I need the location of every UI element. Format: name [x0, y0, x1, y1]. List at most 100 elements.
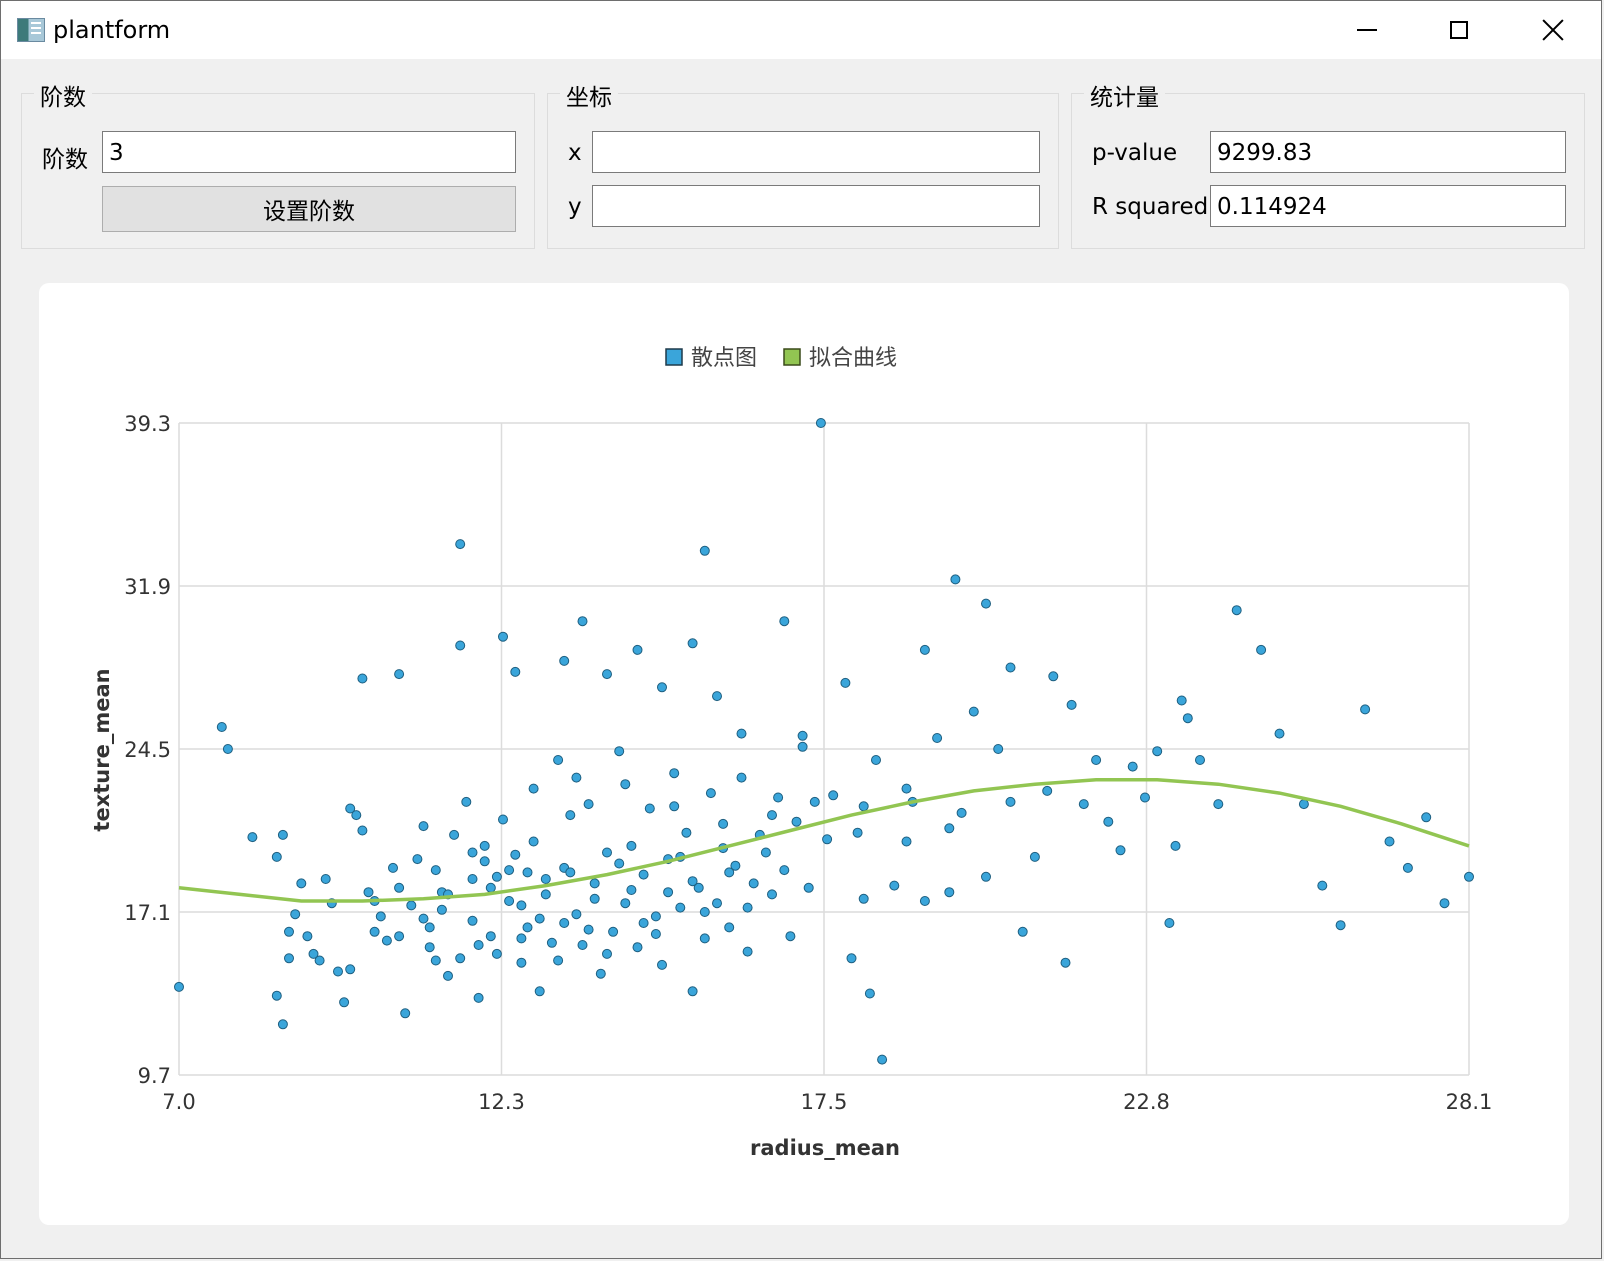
scatter-point [1164, 918, 1175, 928]
scatter-point [950, 574, 961, 585]
scatter-point [687, 638, 698, 649]
minimize-button[interactable] [1321, 1, 1413, 59]
scatter-point [760, 847, 771, 858]
scatter-point [852, 827, 863, 838]
x-tick-label: 28.1 [1446, 1090, 1493, 1114]
scatter-point [650, 929, 661, 939]
x-tick-label: 12.3 [478, 1090, 525, 1114]
scatter-point [773, 792, 784, 803]
y-tick-label: 31.9 [124, 575, 171, 599]
axis-ticks: 7.0 12.3 17.5 22.8 28.1 39.3 31.9 24.5 17.1 9.7 [124, 412, 1492, 1114]
scatter-point [363, 887, 374, 898]
scatter-point [400, 1008, 411, 1019]
scatter-point [284, 926, 294, 937]
scatter-point [650, 911, 661, 922]
scatter-point [485, 931, 496, 942]
scatter-point [1360, 704, 1371, 715]
scatter-point [498, 631, 508, 642]
scatter-point [571, 772, 582, 783]
scatter-point [522, 867, 533, 878]
scatter-point [534, 913, 545, 924]
scatter-point [767, 889, 777, 900]
scatter-point [247, 832, 258, 843]
scatter-point [424, 922, 435, 933]
legend-swatch-scatter [665, 348, 683, 366]
order-group: 阶数 阶数 3 设置阶数 [21, 78, 535, 249]
scatter-point [1127, 761, 1138, 772]
scatter-point [357, 673, 368, 684]
maximize-icon [1450, 21, 1468, 39]
scatter-point [797, 730, 808, 741]
scatter-point [583, 799, 594, 810]
scatter-point [467, 847, 478, 858]
scatter-point [919, 644, 930, 655]
scatter-point [1439, 898, 1450, 909]
y-input[interactable] [592, 185, 1040, 227]
scatter-point [1317, 880, 1328, 891]
scatter-point [932, 733, 943, 743]
scatter-point [320, 874, 331, 884]
scatter-point [1115, 845, 1126, 856]
scatter-chart[interactable]: 散点图 拟合曲线 7.0 12.3 17.5 22.8 28.1 39.3 31.9 24.5… [39, 283, 1569, 1225]
order-input[interactable]: 3 [102, 131, 516, 173]
scatter-point [436, 904, 447, 915]
scatter-point [388, 862, 398, 873]
r-squared-input[interactable]: 0.114924 [1210, 185, 1566, 227]
scatter-point [222, 744, 233, 754]
scatter-point [638, 869, 649, 880]
scatter-point [491, 948, 502, 959]
stats-group: 统计量 p-value 9299.83 R squared 0.114924 [1071, 78, 1585, 249]
x-tick-label: 7.0 [162, 1090, 195, 1114]
scatter-point [559, 918, 570, 928]
scatter-point [565, 867, 576, 878]
scatter-point [1195, 755, 1205, 765]
scatter-point [1017, 926, 1028, 937]
scatter-point [626, 885, 637, 895]
scatter-point [1042, 785, 1053, 796]
scatter-point [828, 790, 839, 801]
legend-swatch-curve [783, 348, 801, 366]
scatter-point [779, 865, 790, 876]
scatter-point [1005, 662, 1016, 673]
scatter-point [296, 878, 307, 889]
scatter-point [479, 856, 490, 867]
y-tick-label: 17.1 [124, 901, 171, 925]
coords-group: 坐标 x y [547, 78, 1059, 249]
scatter-point [724, 867, 735, 878]
scatter-point [565, 810, 576, 821]
scatter-point [271, 851, 282, 862]
maximize-button[interactable] [1413, 1, 1505, 59]
scatter-point [595, 968, 606, 979]
close-button[interactable] [1507, 1, 1599, 59]
scatter-point [418, 821, 429, 832]
scatter-point [785, 931, 796, 942]
scatter-point [522, 922, 533, 933]
pvalue-input[interactable]: 9299.83 [1210, 131, 1566, 173]
scatter-point [919, 896, 930, 906]
scatter-point [504, 865, 515, 876]
scatter-point [1029, 851, 1040, 862]
y-label: y [568, 194, 582, 220]
scatter-point [736, 772, 747, 783]
scatter-point [1176, 695, 1187, 706]
scatter-point [271, 990, 282, 1001]
x-input[interactable] [592, 131, 1040, 173]
scatter-point [461, 796, 472, 807]
scatter-point [510, 666, 521, 677]
scatter-point [858, 801, 869, 812]
scatter-point [1005, 796, 1016, 807]
scatter-point [699, 907, 710, 917]
close-icon [1542, 19, 1564, 41]
scatter-point [712, 898, 722, 909]
scatter-point [516, 933, 527, 944]
scatter-point [430, 865, 441, 876]
scatter-point [901, 836, 912, 847]
scatter-point [1464, 871, 1474, 882]
scatter-point [546, 937, 557, 948]
set-order-button[interactable]: 设置阶数 [102, 186, 516, 232]
scatter-point [602, 847, 612, 858]
scatter-point [681, 827, 692, 838]
fit-curve [178, 778, 1470, 903]
scatter-point [540, 889, 551, 900]
scatter-point [687, 876, 698, 887]
